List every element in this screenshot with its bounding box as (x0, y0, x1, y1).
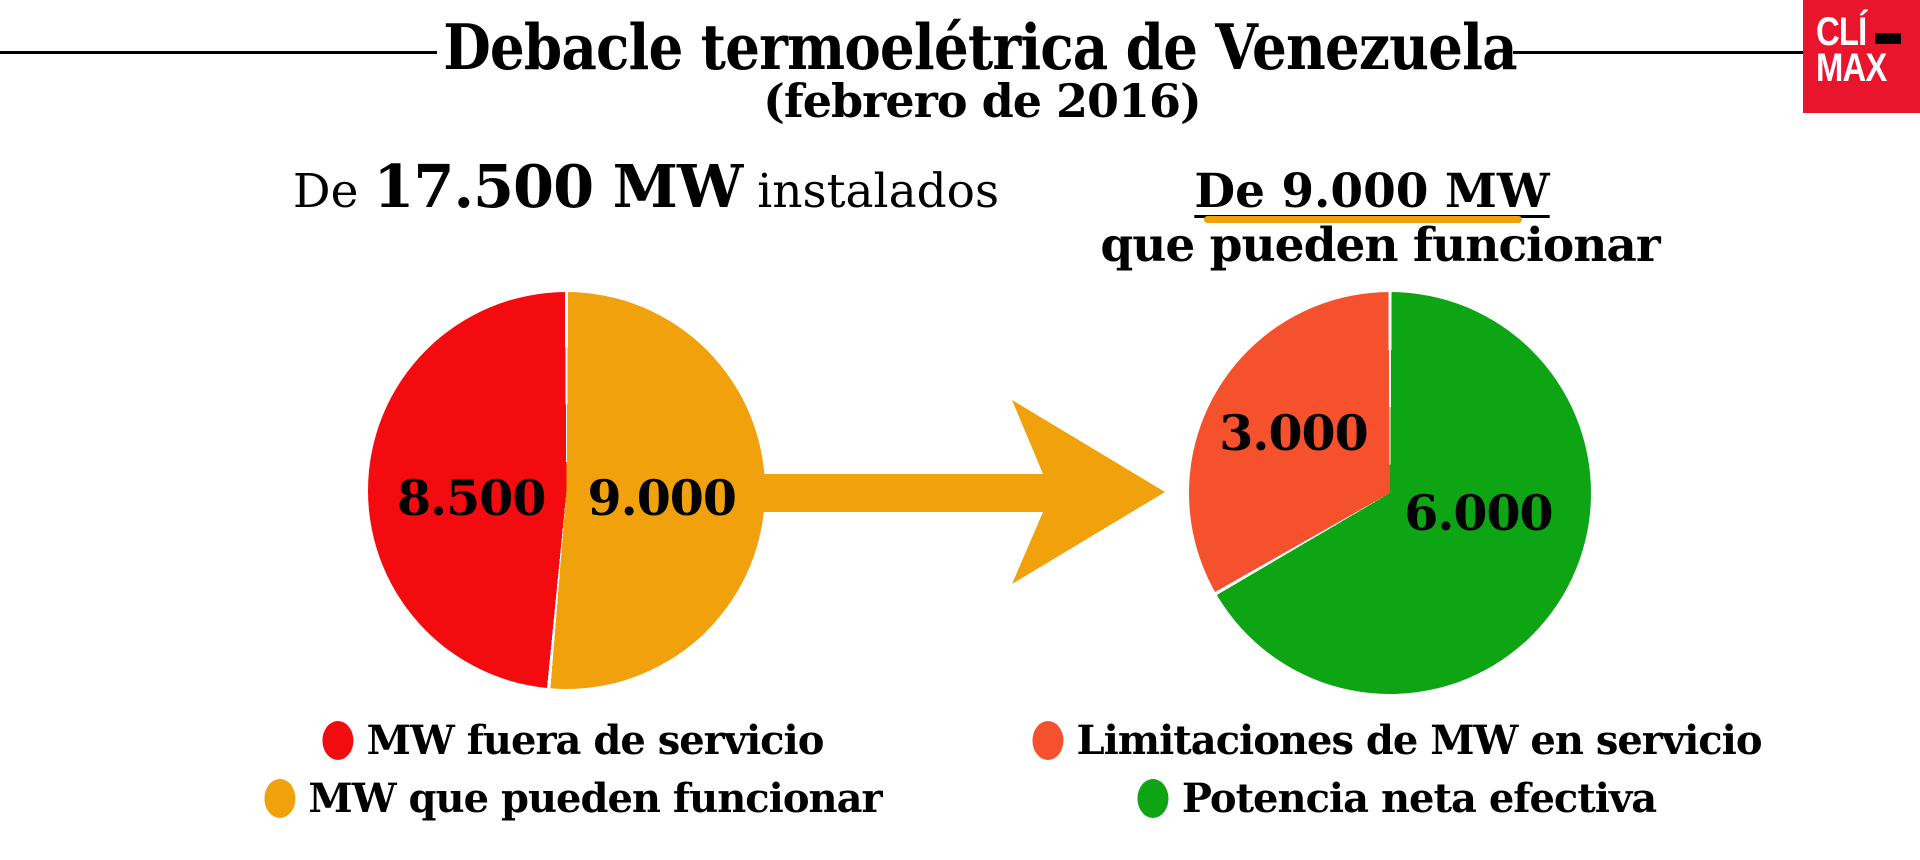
page-title: Debacle termoelétrica de Venezuela (363, 10, 1597, 84)
right-chart-title-line2: que pueden funcionar (1100, 218, 1660, 273)
header-rule-left (0, 51, 437, 54)
legend-item-can-operate: MW que pueden funcionar (264, 772, 883, 824)
legend-dot-orange-icon (264, 778, 296, 818)
logo-text-max: MAX (1816, 46, 1887, 90)
left-legend: MW fuera de servicio MW que pueden funci… (264, 714, 883, 824)
legend-dot-green-icon (1137, 778, 1169, 818)
legend-label: MW fuera de servicio (366, 716, 825, 764)
legend-item-limitations: Limitaciones de MW en servicio (1032, 714, 1763, 766)
left-chart-title: De 17.500 MW instalados (293, 152, 999, 221)
page-title-text: Debacle termoelétrica de Venezuela (443, 10, 1517, 84)
legend-dot-tomato-icon (1032, 720, 1064, 760)
legend-dot-red-icon (322, 720, 354, 760)
pie-operable-capacity: 3.000 6.000 (1189, 292, 1591, 694)
legend-item-out-of-service: MW fuera de servicio (322, 714, 825, 766)
right-legend: Limitaciones de MW en servicio Potencia … (1032, 714, 1763, 824)
pie-label-can-operate: 9.000 (587, 469, 737, 528)
left-chart-title-suffix: instalados (742, 164, 1000, 219)
pie-installed-capacity: 8.500 9.000 (368, 292, 765, 689)
right-chart-title-underline-accent (1204, 216, 1522, 223)
legend-item-net-effective: Potencia neta efectiva (1137, 772, 1657, 824)
legend-label: MW que pueden funcionar (308, 774, 882, 822)
pie-label-out-of-service: 8.500 (397, 469, 546, 528)
pie-label-limitations: 3.000 (1219, 403, 1368, 462)
header-rule-right (1513, 51, 1803, 54)
logo-text-cli: CLÍ (1816, 10, 1867, 54)
pie-label-net-effective: 6.000 (1404, 484, 1553, 543)
arrow-right-icon (755, 400, 1165, 584)
legend-label: Potencia neta efectiva (1181, 774, 1657, 822)
left-chart-title-prefix: De (292, 164, 374, 219)
climax-logo: CLÍ MAX (1803, 0, 1920, 113)
page-subtitle: (febrero de 2016) (763, 74, 1202, 128)
logo-dash-icon (1875, 33, 1901, 44)
left-chart-title-value: 17.500 MW (373, 152, 743, 221)
legend-label: Limitaciones de MW en servicio (1076, 716, 1762, 764)
right-chart-title-line1: De 9.000 MW (1194, 164, 1550, 219)
